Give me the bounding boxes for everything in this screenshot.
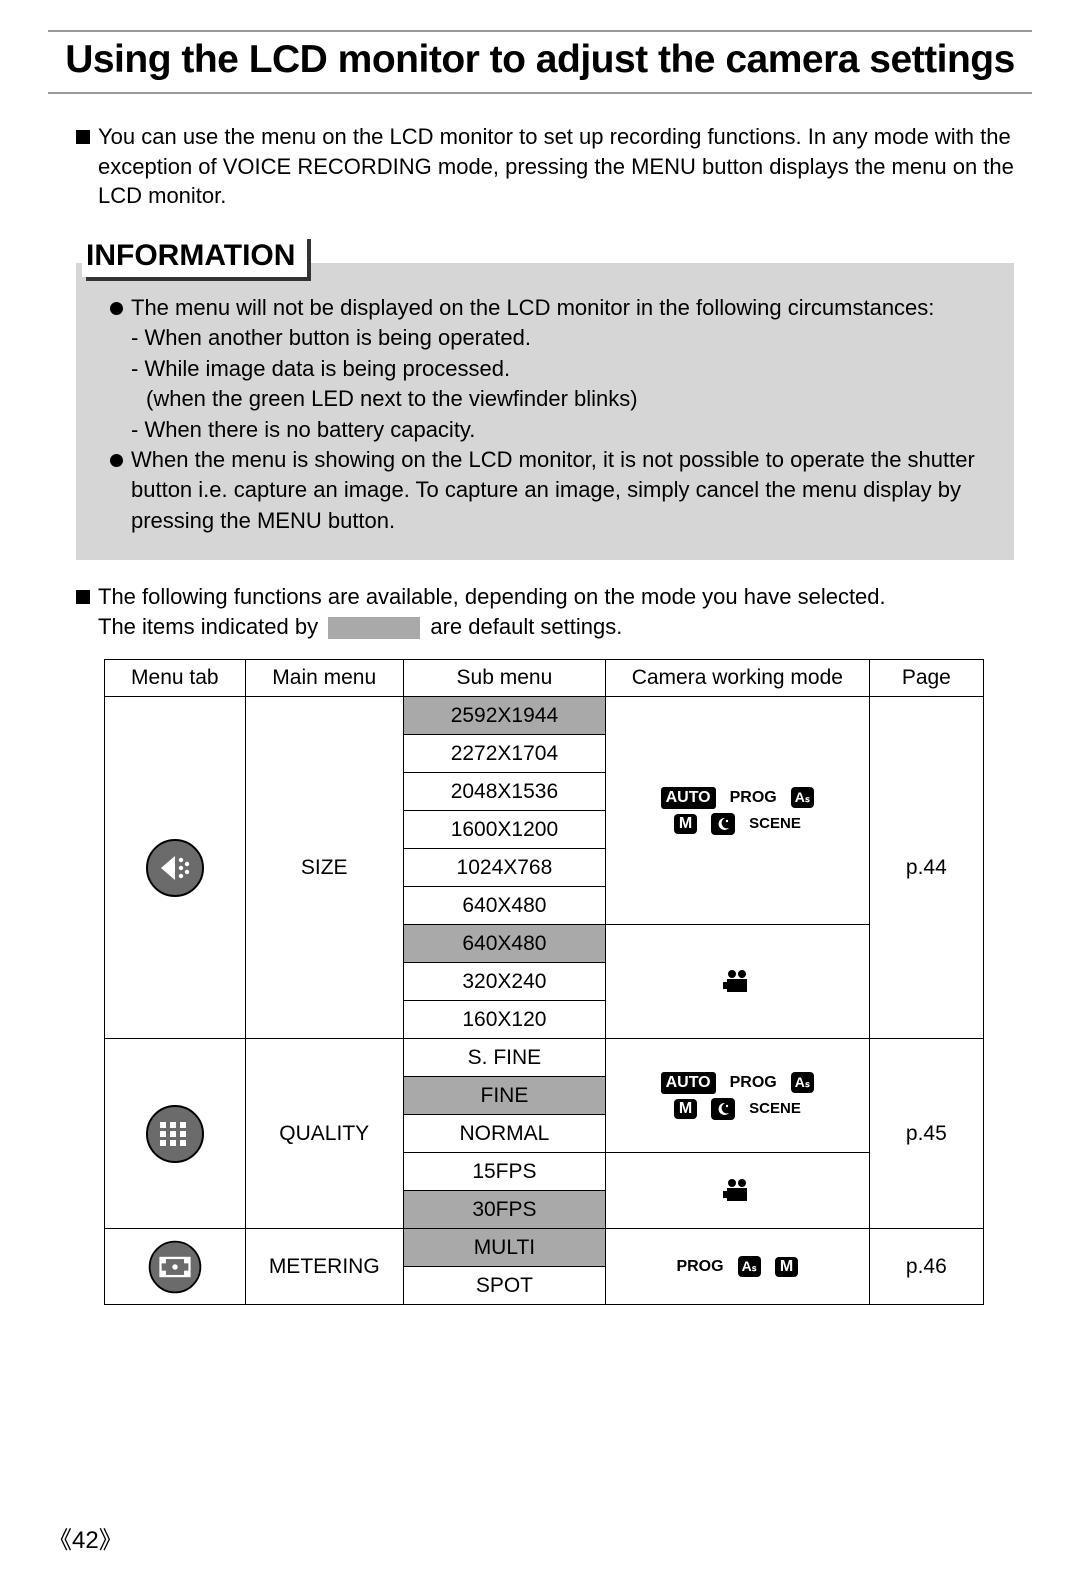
scene-label: SCENE [749, 1100, 801, 1117]
info-line: When the menu is showing on the LCD moni… [131, 445, 990, 536]
mode-cell-prog: PROG Aₛ M [606, 1229, 870, 1305]
info-subline: - While image data is being processed. [110, 354, 990, 384]
submenu-cell: 640X480 [403, 925, 605, 963]
table-header: Menu tab [105, 660, 246, 697]
auto-badge-icon: AUTO [661, 787, 716, 809]
m-badge-icon: M [674, 814, 697, 834]
submenu-cell: 15FPS [403, 1153, 605, 1191]
submenu-cell: 2592X1944 [403, 697, 605, 735]
intro-text: You can use the menu on the LCD monitor … [98, 122, 1014, 211]
submenu-cell: 1024X768 [403, 849, 605, 887]
post-info-default-line: The items indicated by are default setti… [98, 612, 886, 642]
mode-cell-photo: AUTO PROG Aₛ M SCENE [606, 1039, 870, 1153]
as-badge-icon: Aₛ [791, 787, 814, 808]
prog-label: PROG [730, 789, 777, 807]
submenu-cell: 640X480 [403, 887, 605, 925]
menu-tab-quality-icon [105, 1039, 246, 1229]
submenu-cell: 320X240 [403, 963, 605, 1001]
page-ref: p.44 [869, 697, 983, 1039]
table-header: Main menu [245, 660, 403, 697]
square-bullet-icon [76, 590, 90, 604]
prog-label: PROG [730, 1074, 777, 1092]
page-ref: p.45 [869, 1039, 983, 1229]
submenu-cell: MULTI [403, 1229, 605, 1267]
square-bullet-icon [76, 130, 90, 144]
submenu-cell: 1600X1200 [403, 811, 605, 849]
dot-bullet-icon [110, 454, 123, 467]
page-title: Using the LCD monitor to adjust the came… [48, 38, 1032, 82]
submenu-cell: 2048X1536 [403, 773, 605, 811]
main-menu-quality: QUALITY [245, 1039, 403, 1229]
post-info-line: The following functions are available, d… [98, 582, 886, 612]
m-badge-icon: M [674, 1099, 697, 1119]
m-badge-icon: M [775, 1257, 798, 1277]
table-header: Sub menu [403, 660, 605, 697]
dot-bullet-icon [110, 302, 123, 315]
submenu-cell: NORMAL [403, 1115, 605, 1153]
submenu-cell: S. FINE [403, 1039, 605, 1077]
prog-label: PROG [676, 1258, 723, 1276]
submenu-cell: FINE [403, 1077, 605, 1115]
night-badge-icon [711, 813, 735, 835]
settings-table: Menu tab Main menu Sub menu Camera worki… [104, 659, 984, 1305]
submenu-cell: 30FPS [403, 1191, 605, 1229]
mode-cell-photo: AUTO PROG Aₛ M SCENE [606, 697, 870, 925]
information-heading: INFORMATION [82, 235, 307, 277]
auto-badge-icon: AUTO [661, 1072, 716, 1094]
info-subline: (when the green LED next to the viewfind… [110, 384, 990, 414]
menu-tab-metering-icon [105, 1229, 246, 1305]
mode-cell-movie [606, 925, 870, 1039]
submenu-cell: SPOT [403, 1267, 605, 1305]
submenu-cell: 2272X1704 [403, 735, 605, 773]
mode-cell-movie [606, 1153, 870, 1229]
info-line: The menu will not be displayed on the LC… [131, 293, 934, 323]
table-header: Camera working mode [606, 660, 870, 697]
default-swatch-icon [328, 617, 420, 639]
page-number: 《42》 [48, 1520, 123, 1555]
movie-camera-icon [722, 969, 752, 995]
main-menu-metering: METERING [245, 1229, 403, 1305]
night-badge-icon [711, 1098, 735, 1120]
movie-camera-icon [722, 1178, 752, 1204]
as-badge-icon: Aₛ [791, 1072, 814, 1093]
info-subline: - When there is no battery capacity. [110, 415, 990, 445]
scene-label: SCENE [749, 815, 801, 832]
information-box: The menu will not be displayed on the LC… [76, 263, 1014, 560]
info-subline: - When another button is being operated. [110, 323, 990, 353]
menu-tab-size-icon [105, 697, 246, 1039]
page-ref: p.46 [869, 1229, 983, 1305]
submenu-cell: 160X120 [403, 1001, 605, 1039]
main-menu-size: SIZE [245, 697, 403, 1039]
table-header: Page [869, 660, 983, 697]
as-badge-icon: Aₛ [738, 1256, 761, 1277]
